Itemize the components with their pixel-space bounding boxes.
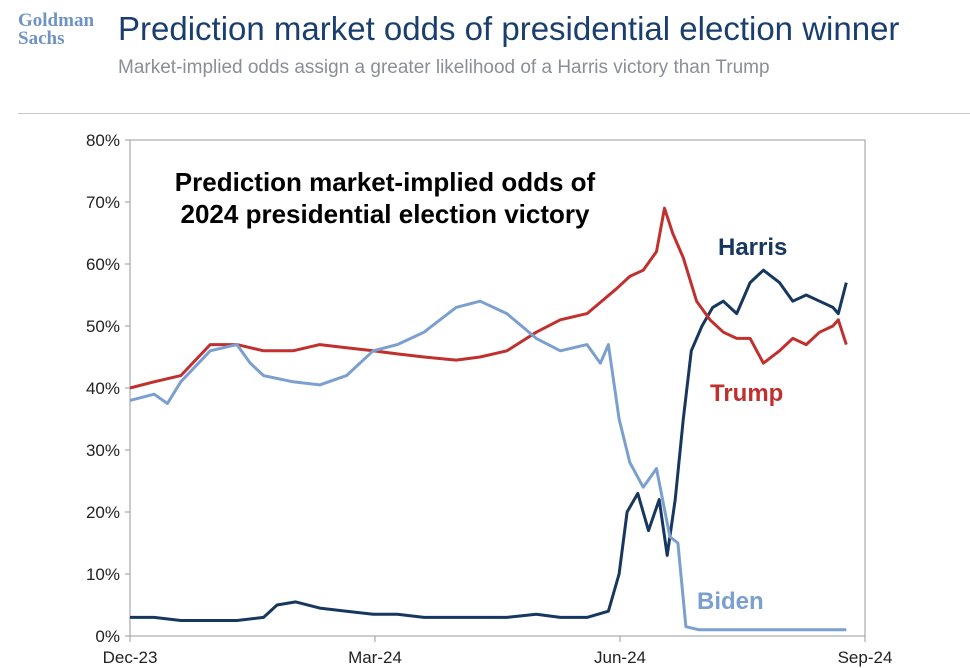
trump-label: Trump (710, 380, 783, 407)
series-line-biden (129, 299, 847, 632)
goldman-sachs-logo: Goldman Sachs (18, 10, 106, 49)
y-tick-label: 50% (86, 317, 120, 336)
logo-line-2: Sachs (18, 28, 65, 49)
header-divider (18, 113, 970, 114)
series-line-harris (130, 268, 848, 622)
y-tick-label: 30% (86, 441, 120, 460)
harris-label: Harris (718, 234, 787, 261)
y-axis: 0% 10% 20% 30% 40% 50% 60% 70% 80% (86, 131, 130, 646)
x-tick-label: Sep-24 (838, 648, 893, 667)
x-tick-label: Mar-24 (348, 648, 402, 667)
y-tick-label: 60% (86, 255, 120, 274)
y-tick-label: 10% (86, 565, 120, 584)
chart-title-line-2: 2024 presidential election victory (181, 199, 590, 229)
biden-label: Biden (697, 588, 764, 615)
series-lines (129, 206, 848, 632)
logo-line-1: Goldman (18, 10, 95, 31)
x-axis: Dec-23 Mar-24 Jun-24 Sep-24 (103, 636, 893, 667)
y-tick-label: 20% (86, 503, 120, 522)
y-tick-label: 0% (95, 627, 120, 646)
x-tick-label: Jun-24 (594, 648, 646, 667)
page-title: Prediction market odds of presidential e… (118, 10, 900, 47)
series-line-trump (129, 206, 848, 390)
x-tick-label: Dec-23 (103, 648, 158, 667)
y-tick-label: 70% (86, 193, 120, 212)
y-tick-label: 80% (86, 131, 120, 150)
page-subtitle: Market-implied odds assign a greater lik… (118, 57, 770, 78)
y-tick-label: 40% (86, 379, 120, 398)
chart-title-line-1: Prediction market-implied odds of (175, 167, 596, 197)
